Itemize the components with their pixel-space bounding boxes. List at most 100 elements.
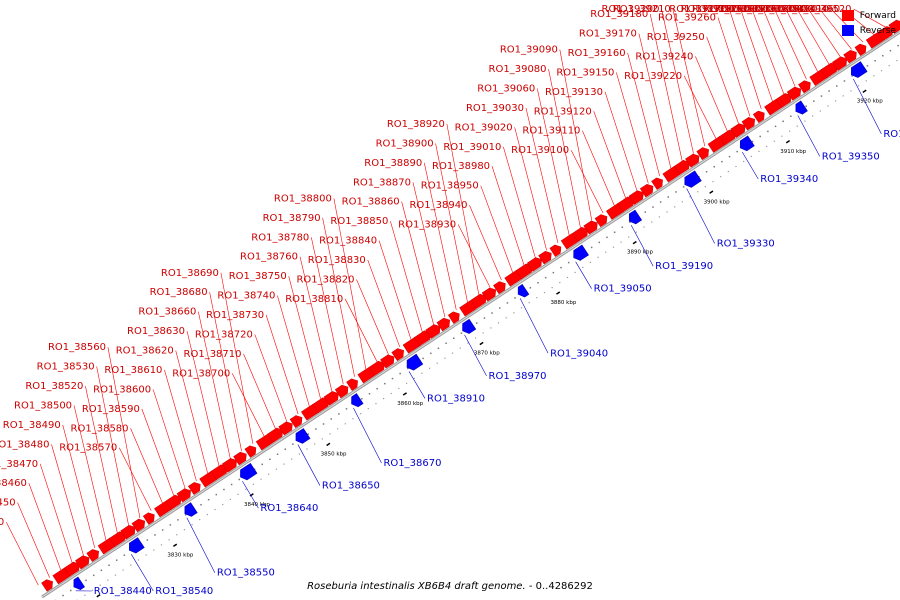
forward-gene-label: RO1_38950 xyxy=(421,181,479,192)
forward-leader-line xyxy=(819,8,852,50)
forward-gene-label: RO1_39360 xyxy=(726,4,784,15)
forward-gene-label: RO1_38530 xyxy=(37,362,95,373)
forward-gene-label: RO1_38740 xyxy=(217,291,275,302)
tick-label: 3860 kbp xyxy=(397,401,423,407)
minor-tick xyxy=(161,529,164,531)
forward-gene-arrow xyxy=(289,415,303,429)
forward-gene-label: RO1_39250 xyxy=(647,32,705,43)
forward-swatch xyxy=(841,10,854,21)
tick-label: 3900 kbp xyxy=(704,199,730,205)
forward-gene-arrow xyxy=(888,19,900,34)
forward-gene-arrow xyxy=(526,257,542,272)
forward-gene-label: RO1_38620 xyxy=(116,346,174,357)
forward-gene-label: RO1_38600 xyxy=(93,384,151,395)
forward-leader-line xyxy=(311,237,344,385)
forward-gene-label: RO1_39520 xyxy=(794,4,852,15)
minor-tick xyxy=(206,513,209,516)
forward-gene-label: RO1_39130 xyxy=(545,87,603,98)
forward-leader-line xyxy=(51,444,84,556)
minor-tick xyxy=(827,105,829,107)
forward-gene-label: RO1_39120 xyxy=(534,106,592,117)
forward-leader-line xyxy=(808,8,841,58)
minor-tick xyxy=(544,276,547,279)
minor-tick xyxy=(505,317,507,319)
reverse-gene-label: RO1_39050 xyxy=(594,284,652,295)
minor-tick xyxy=(345,408,348,410)
minor-tick xyxy=(773,140,775,142)
minor-tick xyxy=(759,135,761,138)
minor-tick xyxy=(329,433,331,435)
reverse-gene-ro1-39330 xyxy=(684,170,702,188)
forward-gene-arrow xyxy=(651,177,663,190)
minor-tick xyxy=(383,397,385,400)
forward-gene-arrow xyxy=(75,555,90,570)
forward-leader-line xyxy=(593,111,627,199)
minor-tick xyxy=(437,347,440,350)
minor-tick xyxy=(145,554,147,556)
tick-label: 3830 kbp xyxy=(167,552,193,558)
minor-tick xyxy=(590,246,593,249)
reverse-gene-ro1-38650 xyxy=(295,428,311,444)
legend-reverse: Reverse xyxy=(841,23,896,38)
minor-tick xyxy=(666,211,668,213)
forward-leader-line xyxy=(130,428,163,504)
forward-gene-ro1-38680 xyxy=(244,445,257,458)
forward-leader-line xyxy=(706,36,739,124)
minor-tick xyxy=(84,594,86,596)
minor-tick xyxy=(766,145,768,147)
minor-tick xyxy=(338,413,340,415)
reverse-leader-line xyxy=(630,224,654,267)
forward-gene-ro1-39520 xyxy=(888,19,900,34)
reverse-gene-arrow xyxy=(351,393,364,408)
forward-gene-arrow xyxy=(380,354,395,369)
forward-gene-arrow xyxy=(775,93,792,109)
reverse-gene-arrow xyxy=(628,209,643,225)
legend-forward-label: Forward xyxy=(859,10,896,21)
minor-tick xyxy=(344,423,346,425)
reverse-gene-label: RO1_39480 xyxy=(883,129,900,140)
minor-tick xyxy=(606,236,608,239)
forward-gene-label: RO1_39160 xyxy=(568,48,626,59)
minor-tick xyxy=(405,382,408,385)
minor-tick xyxy=(820,95,823,97)
reverse-gene-label: RO1_39340 xyxy=(760,174,818,185)
minor-tick xyxy=(828,90,830,92)
minor-tick xyxy=(805,105,807,107)
forward-gene-label: RO1_38830 xyxy=(308,255,366,266)
forward-gene-label: RO1_38570 xyxy=(59,443,117,454)
minor-tick xyxy=(91,589,94,591)
forward-gene-arrow xyxy=(165,494,182,510)
forward-gene-label: RO1_38890 xyxy=(364,158,422,169)
minor-tick xyxy=(114,574,117,576)
forward-gene-arrow xyxy=(142,512,155,525)
forward-gene-ro1-39240 xyxy=(730,123,746,138)
minor-tick xyxy=(62,594,64,597)
forward-gene-label: RO1_39290 xyxy=(692,4,750,15)
minor-tick xyxy=(836,85,838,87)
forward-gene-ro1-39080 xyxy=(583,220,598,235)
forward-gene-label: RO1_38790 xyxy=(263,213,321,224)
minor-tick xyxy=(430,352,432,355)
forward-gene-label: RO1_38430 xyxy=(0,517,4,528)
forward-gene-arrow xyxy=(673,159,690,176)
forward-leader-line xyxy=(288,276,321,400)
reverse-gene-arrow xyxy=(851,61,868,78)
minor-tick xyxy=(422,357,424,360)
reverse-gene-ro1-39350 xyxy=(795,100,808,115)
forward-leader-line xyxy=(853,8,886,28)
minor-tick xyxy=(612,246,615,248)
minor-tick xyxy=(736,150,738,153)
forward-leader-line xyxy=(378,240,412,340)
reverse-leader-line xyxy=(686,188,715,244)
forward-gene-label: RO1_38870 xyxy=(353,177,411,188)
forward-leader-line xyxy=(717,17,751,117)
forward-gene-ro1-38870 xyxy=(447,311,460,324)
forward-gene-ro1-38710 xyxy=(278,421,293,436)
forward-leader-line xyxy=(231,373,265,437)
forward-gene-ro1-38980 xyxy=(526,257,542,272)
minor-tick xyxy=(92,574,95,577)
reverse-gene-ro1-38540 xyxy=(129,537,145,554)
minor-tick xyxy=(628,236,630,238)
forward-gene-arrow xyxy=(730,123,746,138)
